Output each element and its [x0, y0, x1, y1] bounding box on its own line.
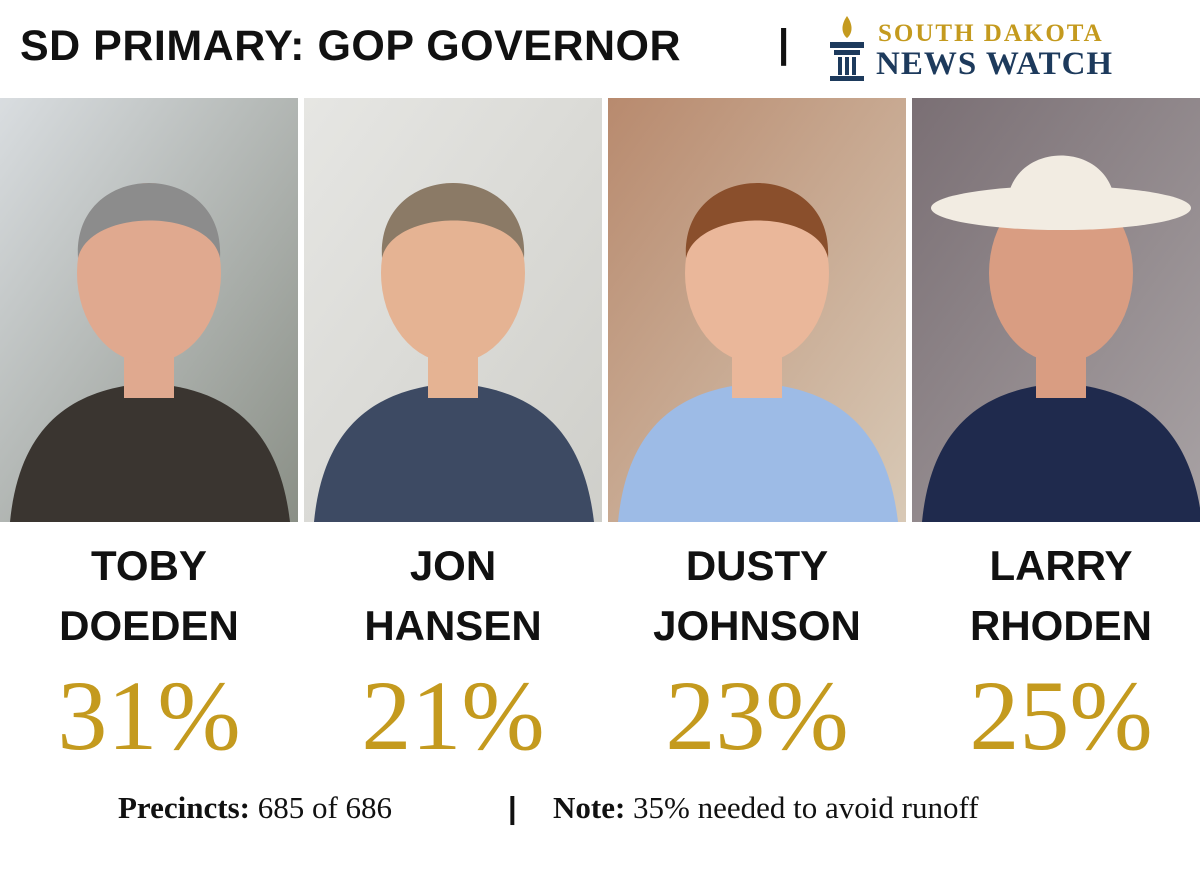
vote-share: 21%	[361, 660, 545, 771]
photo	[608, 98, 906, 522]
title: SD PRIMARY: GOP GOVERNOR	[20, 22, 682, 70]
value: 685 of 686	[257, 790, 393, 825]
candidate: LARRY RHODEN 25%	[912, 98, 1200, 778]
torch-icon	[830, 16, 864, 81]
header: SD PRIMARY: GOP GOVERNOR | SOUTH DAKOTA …	[0, 0, 1200, 98]
vote-share: 25%	[969, 660, 1153, 771]
first-name: DUSTY	[685, 542, 829, 589]
first-name: JON	[409, 542, 497, 589]
candidate: DUSTY JOHNSON 23%	[608, 98, 906, 778]
candidate: TOBY DOEDEN 31%	[0, 98, 298, 778]
vote-share: 31%	[57, 660, 241, 771]
precincts: Precincts: 685 of 686	[118, 790, 392, 826]
last-name: JOHNSON	[653, 602, 861, 649]
candidate: JON HANSEN 21%	[304, 98, 602, 778]
first-name: TOBY	[91, 542, 207, 589]
logo-text: NEWS WATCH	[876, 46, 1114, 82]
last-name: HANSEN	[364, 602, 542, 649]
logo-text: SOUTH DAKOTA	[878, 20, 1104, 47]
first-name: LARRY	[989, 542, 1133, 589]
vote-share: 23%	[665, 660, 849, 771]
last-name: DOEDEN	[59, 602, 239, 649]
photo	[304, 98, 602, 522]
value: 35% needed to avoid runoff	[633, 790, 979, 825]
note: Note: 35% needed to avoid runoff	[553, 790, 979, 826]
label: Note:	[553, 790, 626, 825]
logo: SOUTH DAKOTA NEWS WATCH	[822, 12, 1172, 84]
separator: |	[778, 22, 790, 66]
last-name: RHODEN	[969, 602, 1152, 649]
photo	[912, 98, 1200, 522]
label: Precincts:	[118, 790, 250, 825]
separator: |	[508, 790, 517, 825]
photo	[0, 98, 298, 522]
